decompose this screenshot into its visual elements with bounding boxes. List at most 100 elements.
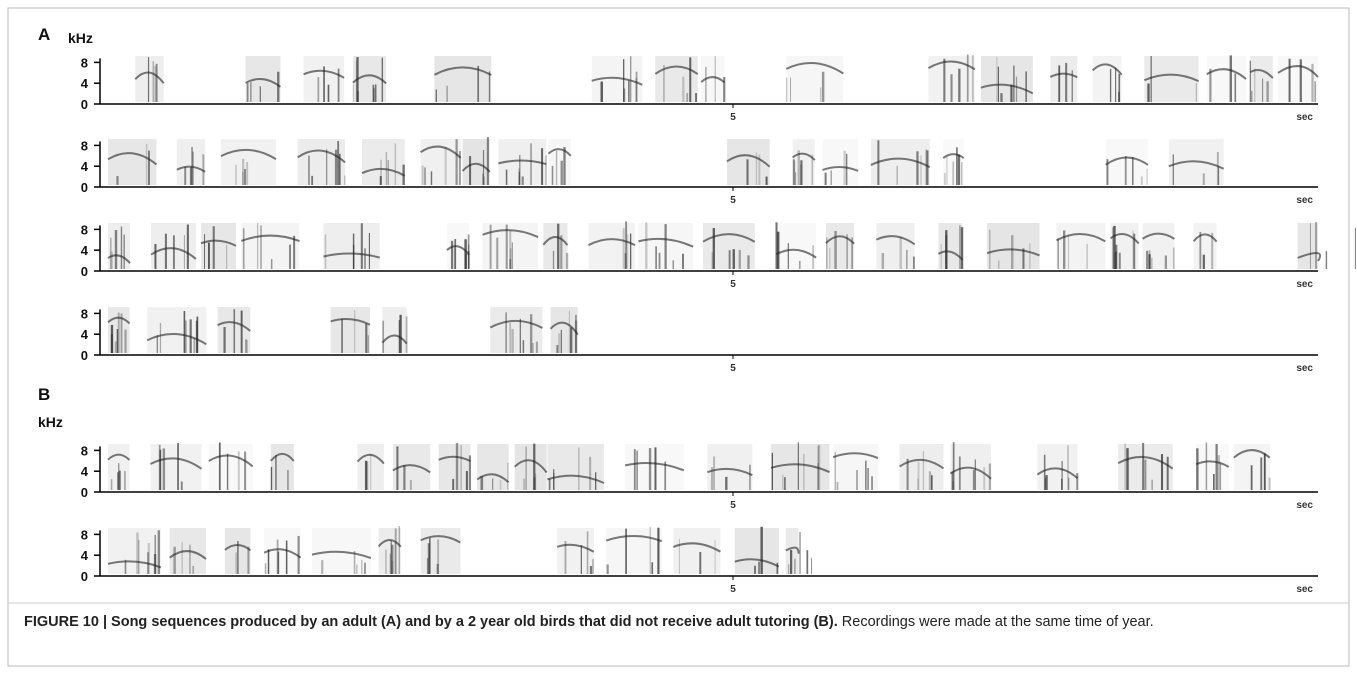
spectro-harmonic — [176, 165, 206, 173]
spectro-harmonic — [949, 466, 992, 480]
x-tick-label: 5 — [730, 279, 736, 290]
y-tick-label: 4 — [81, 76, 89, 91]
spectro-blob — [330, 307, 370, 353]
spectro-blob — [323, 223, 380, 269]
spectro-harmonic — [1109, 233, 1140, 245]
spectro-harmonic — [311, 550, 372, 559]
y-tick-label: 0 — [81, 348, 88, 363]
x-tick-label: 5 — [730, 363, 736, 374]
spectro-harmonic — [1105, 156, 1149, 166]
spectro-harmonic — [1142, 232, 1175, 240]
caption-title: FIGURE 10 | Song sequences produced by a… — [24, 614, 838, 630]
spectro-harmonic — [169, 550, 207, 560]
spectro-blob — [382, 307, 407, 353]
spectro-blob — [108, 528, 161, 574]
panel-label: B — [38, 385, 50, 404]
spectro-harmonic — [605, 535, 663, 543]
spectro-harmonic — [1056, 232, 1106, 243]
y-tick-label: 0 — [81, 569, 88, 584]
spectro-blob — [547, 444, 604, 490]
spectro-harmonic — [377, 538, 402, 548]
spectro-harmonic — [832, 452, 879, 460]
spectro-harmonic — [150, 247, 197, 260]
spectro-blob — [825, 223, 855, 269]
frame — [7, 7, 1350, 667]
spectro-harmonic — [107, 316, 131, 325]
spectro-harmonic — [482, 229, 539, 238]
spectro-blob — [899, 444, 944, 490]
y-tick-label: 8 — [81, 138, 88, 153]
spectro-harmonic — [785, 546, 800, 554]
spectro-harmonic — [220, 148, 277, 160]
spectro-blob — [220, 139, 276, 185]
y-tick-label: 0 — [81, 264, 88, 279]
spectro-harmonic — [1206, 68, 1247, 80]
spectro-harmonic — [514, 459, 548, 474]
spectro-blob — [270, 444, 294, 490]
spectro-harmonic — [134, 71, 165, 84]
spectro-harmonic — [726, 154, 771, 168]
spectro-harmonic — [224, 544, 252, 552]
spectro-harmonic — [825, 235, 855, 245]
spectro-harmonic — [381, 334, 408, 345]
spectrogram — [134, 54, 1319, 102]
spectro-blob — [588, 223, 636, 269]
spectro-harmonic — [107, 152, 158, 166]
spectro-harmonic — [1049, 72, 1078, 79]
spectro-blob — [707, 444, 753, 490]
spectro-harmonic — [438, 455, 471, 463]
spectro-blob — [776, 223, 817, 269]
spectro-harmonic — [433, 66, 492, 76]
spectro-blob — [655, 56, 698, 102]
spectro-harmonic — [980, 83, 1034, 95]
x-unit: sec — [1296, 112, 1313, 123]
x-unit: sec — [1296, 363, 1313, 374]
spectro-blob — [771, 444, 830, 490]
caption-text: Recordings were made at the same time of… — [841, 614, 1154, 630]
spectro-blob — [543, 223, 568, 269]
x-tick-label: 5 — [730, 112, 736, 123]
spectro-blob — [734, 528, 779, 574]
spectro-harmonic — [392, 464, 431, 474]
spectro-blob — [1050, 56, 1078, 102]
spectro-blob — [420, 528, 461, 574]
spectro-blob — [833, 444, 879, 490]
spectro-blob — [1277, 56, 1318, 102]
spectro-harmonic — [734, 558, 780, 568]
spectro-harmonic — [556, 543, 595, 553]
x-unit: sec — [1296, 279, 1313, 290]
spectro-harmonic — [270, 452, 295, 462]
spectro-blob — [490, 307, 543, 353]
spectro-harmonic — [1117, 456, 1174, 470]
spectro-harmonic — [1192, 233, 1218, 243]
spectro-harmonic — [707, 467, 753, 477]
spectro-harmonic — [303, 69, 345, 79]
spectro-harmonic — [672, 542, 721, 553]
y-tick-label: 4 — [81, 548, 89, 563]
spectro-harmonic — [446, 245, 470, 256]
spectrogram — [107, 442, 1271, 490]
spectro-harmonic — [588, 238, 636, 247]
y-tick-label: 0 — [81, 485, 88, 500]
spectro-blob — [987, 223, 1040, 269]
spectro-harmonic — [898, 458, 945, 470]
spectro-blob — [557, 528, 594, 574]
x-unit: sec — [1296, 500, 1313, 511]
spectrogram — [107, 307, 579, 353]
spectro-harmonic — [107, 453, 131, 461]
spectro-blob — [1144, 56, 1199, 102]
spectro-blob — [1196, 444, 1229, 490]
spectro-blob — [438, 444, 471, 490]
spectro-harmonic — [352, 74, 387, 85]
spectro-blob — [1297, 223, 1318, 269]
x-tick-label: 5 — [730, 195, 736, 206]
spectro-harmonic — [791, 152, 816, 161]
y-tick-label: 4 — [81, 327, 89, 342]
spectro-harmonic — [542, 235, 569, 246]
y-tick-label: 4 — [81, 159, 89, 174]
spectro-harmonic — [498, 159, 547, 166]
spectro-harmonic — [638, 237, 694, 248]
spectro-harmonic — [927, 60, 976, 71]
